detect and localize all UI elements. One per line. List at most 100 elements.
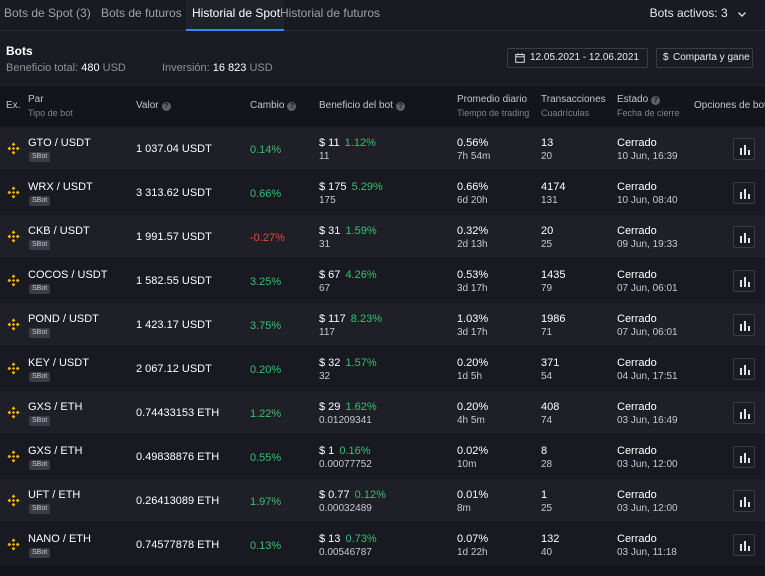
tab-historial-de-spot[interactable]: Historial de Spot: [186, 0, 285, 31]
bot-chart-button[interactable]: [733, 314, 755, 336]
promedio-value: 0.66%: [457, 181, 489, 193]
binance-icon: [7, 406, 20, 419]
transacciones-value: 8: [541, 445, 548, 457]
table-row[interactable]: GXS / ETH SBot 0.74433153 ETH 1.22% $ 29…: [0, 391, 765, 435]
beneficio-sub: 117: [319, 327, 335, 338]
inversion-label: Inversión:: [162, 62, 210, 74]
beneficio-sub: 31: [319, 239, 331, 250]
tab-bots-de-futuros[interactable]: Bots de futuros: [101, 6, 182, 20]
cambio-value: 1.97%: [250, 496, 282, 508]
beneficio-sub: 175: [319, 195, 336, 206]
cambio-value: 3.25%: [250, 276, 282, 288]
help-icon[interactable]: ?: [651, 96, 661, 105]
binance-icon: [7, 450, 20, 463]
estado-value: Cerrado: [617, 357, 657, 369]
bots-history-table: Ex. Par Tipo de bot Valor? Cambio? Benef…: [0, 87, 765, 567]
chevron-down-icon: [737, 2, 747, 29]
estado-value: Cerrado: [617, 137, 657, 149]
help-icon[interactable]: ?: [287, 102, 297, 111]
bot-chart-button[interactable]: [733, 534, 755, 556]
beneficio-value: $ 175 5.29%: [319, 181, 383, 193]
tiempo-value: 6d 20h: [457, 195, 488, 206]
tab-historial-de-futuros[interactable]: Historial de futuros: [280, 6, 381, 20]
pair-label: GTO / USDT: [28, 137, 91, 149]
bar-chart-icon: [740, 453, 750, 463]
promedio-value: 0.01%: [457, 489, 489, 501]
col-beneficio-label: Beneficio del bot: [319, 100, 393, 111]
dollar-icon: $: [663, 52, 669, 63]
bar-chart-icon: [740, 233, 750, 243]
tiempo-value: 1d 22h: [457, 547, 488, 558]
cambio-value: -0.27%: [250, 232, 285, 244]
beneficio-pct: 4.26%: [345, 269, 377, 281]
transacciones-value: 13: [541, 137, 554, 149]
valor-value: 0.74577878 ETH: [136, 539, 220, 551]
share-and-earn-button[interactable]: $ Comparta y gane: [656, 48, 753, 68]
beneficio-amount: $ 13: [319, 533, 341, 545]
fecha-cierre-value: 10 Jun, 08:40: [617, 195, 678, 206]
promedio-value: 0.20%: [457, 357, 489, 369]
col-cambio-label: Cambio: [250, 100, 285, 111]
fecha-cierre-value: 09 Jun, 19:33: [617, 239, 678, 250]
table-row[interactable]: POND / USDT SBot 1 423.17 USDT 3.75% $ 1…: [0, 303, 765, 347]
pair-label: WRX / USDT: [28, 181, 93, 193]
valor-value: 2 067.12 USDT: [136, 363, 212, 375]
bar-chart-icon: [740, 409, 750, 419]
date-range-button[interactable]: 12.05.2021 - 12.06.2021: [507, 48, 648, 68]
col-cuadriculas-label: Cuadrículas: [541, 108, 590, 118]
bots-activos-dropdown[interactable]: Bots activos: 3: [650, 0, 747, 31]
bot-type-badge: SBot: [29, 416, 51, 426]
col-estado-label: Estado: [617, 94, 649, 105]
pair-label: GXS / ETH: [28, 401, 83, 413]
help-icon[interactable]: ?: [161, 102, 171, 111]
table-row[interactable]: GXS / ETH SBot 0.49838876 ETH 0.55% $ 1 …: [0, 435, 765, 479]
inversion-value: 16 823: [212, 62, 247, 74]
pair-label: CKB / USDT: [28, 225, 90, 237]
fecha-cierre-value: 03 Jun, 12:00: [617, 503, 678, 514]
pair-label: UFT / ETH: [28, 489, 81, 501]
bar-chart-icon: [740, 189, 750, 199]
table-row[interactable]: WRX / USDT SBot 3 313.62 USDT 0.66% $ 17…: [0, 171, 765, 215]
bot-chart-button[interactable]: [733, 446, 755, 468]
pair-label: COCOS / USDT: [28, 269, 108, 281]
beneficio-pct: 1.12%: [344, 137, 376, 149]
bar-chart-icon: [740, 365, 750, 375]
bot-chart-button[interactable]: [733, 402, 755, 424]
col-fecha-cierre-label: Fecha de cierre: [617, 108, 680, 118]
beneficio-value: $ 1 0.16%: [319, 445, 371, 457]
cuadriculas-value: 25: [541, 239, 553, 250]
bot-chart-button[interactable]: [733, 182, 755, 204]
table-row[interactable]: COCOS / USDT SBot 1 582.55 USDT 3.25% $ …: [0, 259, 765, 303]
bot-chart-button[interactable]: [733, 138, 755, 160]
beneficio-value: $ 32 1.57%: [319, 357, 377, 369]
bot-type-badge: SBot: [29, 196, 51, 206]
tab-bots-de-spot[interactable]: Bots de Spot (3): [4, 6, 91, 20]
date-range-label: 12.05.2021 - 12.06.2021: [530, 52, 639, 63]
estado-value: Cerrado: [617, 313, 657, 325]
table-row[interactable]: UFT / ETH SBot 0.26413089 ETH 1.97% $ 0.…: [0, 479, 765, 523]
table-row[interactable]: CKB / USDT SBot 1 991.57 USDT -0.27% $ 3…: [0, 215, 765, 259]
beneficio-pct: 1.57%: [345, 357, 377, 369]
table-row[interactable]: KEY / USDT SBot 2 067.12 USDT 0.20% $ 32…: [0, 347, 765, 391]
bot-chart-button[interactable]: [733, 270, 755, 292]
bot-chart-button[interactable]: [733, 358, 755, 380]
table-row[interactable]: GTO / USDT SBot 1 037.04 USDT 0.14% $ 11…: [0, 127, 765, 171]
bot-type-badge: SBot: [29, 460, 51, 470]
bot-chart-button[interactable]: [733, 226, 755, 248]
bot-chart-button[interactable]: [733, 490, 755, 512]
pair-label: KEY / USDT: [28, 357, 89, 369]
cambio-value: 0.55%: [250, 452, 282, 464]
beneficio-value: $ 31 1.59%: [319, 225, 377, 237]
binance-icon: [7, 538, 20, 551]
table-row[interactable]: NANO / ETH SBot 0.74577878 ETH 0.13% $ 1…: [0, 523, 765, 567]
bot-type-badge: SBot: [29, 284, 51, 294]
binance-icon: [7, 494, 20, 507]
col-promedio-label: Promedio diario: [457, 94, 528, 105]
bar-chart-icon: [740, 497, 750, 507]
tiempo-value: 4h 5m: [457, 415, 485, 426]
beneficio-value: 480: [81, 62, 100, 74]
help-icon[interactable]: ?: [395, 102, 405, 111]
beneficio-amount: $ 32: [319, 357, 341, 369]
cambio-value: 0.66%: [250, 188, 282, 200]
valor-value: 0.74433153 ETH: [136, 407, 220, 419]
